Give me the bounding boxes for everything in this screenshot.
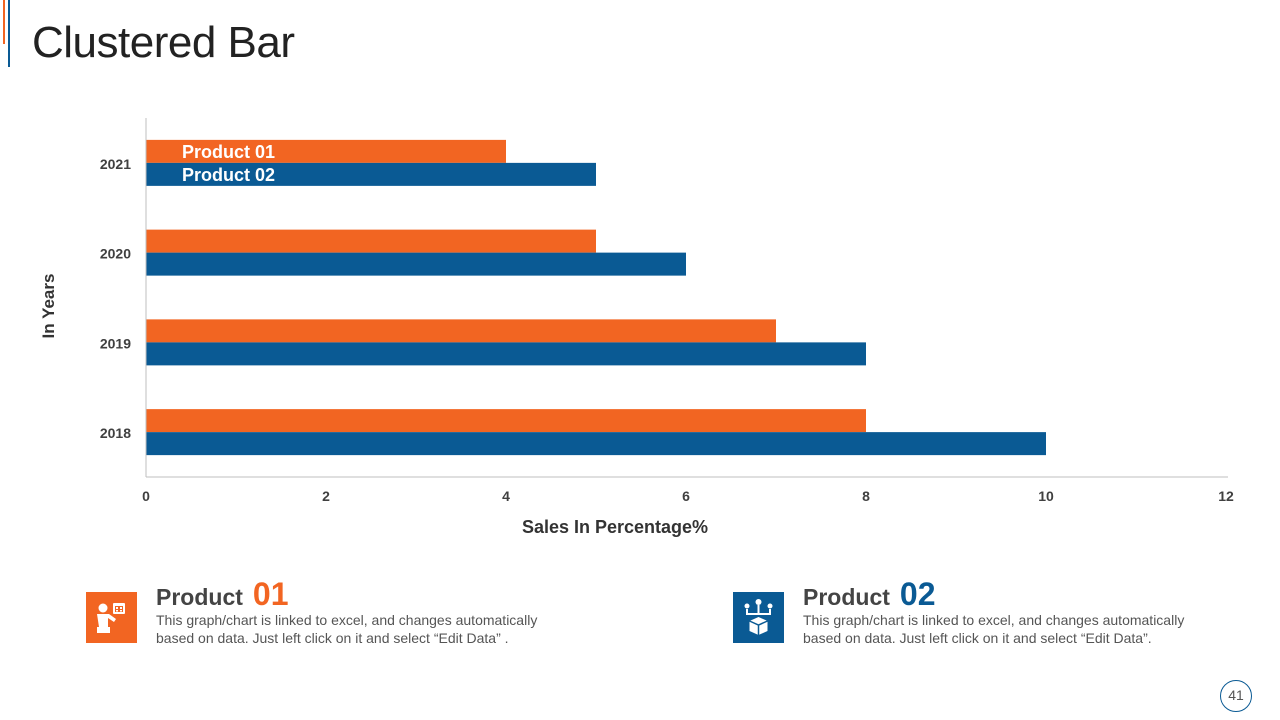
- y-tick-label-2018: 2018: [100, 425, 131, 441]
- bar-2021-series-2[interactable]: [146, 162, 596, 186]
- clustered-bar-chart[interactable]: 2021 2020 2019 2018 0 2 4 6 8 10 12 Product 01 Pro…: [0, 0, 1280, 560]
- y-tick-label-2020: 2020: [100, 246, 131, 262]
- x-axis-label: Sales In Percentage%: [522, 517, 708, 537]
- bar-2019-series-1[interactable]: [146, 319, 776, 343]
- bar-2018-series-1[interactable]: [146, 409, 866, 433]
- product-01-title: Product 01: [156, 576, 288, 613]
- y-tick-label-2021: 2021: [100, 156, 131, 172]
- page-number: 41: [1220, 680, 1252, 712]
- x-tick-label-4: 4: [502, 488, 510, 504]
- product-02-word: Product: [803, 584, 890, 610]
- slide-title: Clustered Bar: [32, 18, 295, 67]
- x-tick-label-12: 12: [1218, 488, 1234, 504]
- network-box-icon: [733, 592, 784, 643]
- bar-2021-series-1[interactable]: [146, 139, 506, 163]
- product-02-description: This graph/chart is linked to excel, and…: [803, 612, 1185, 646]
- product-02-number: 02: [899, 576, 936, 612]
- x-tick-label-8: 8: [862, 488, 870, 504]
- bar-2020-series-2[interactable]: [146, 252, 686, 276]
- product-01-number: 01: [252, 576, 289, 612]
- bar-2018-series-2[interactable]: [146, 432, 1046, 456]
- bar-2019-series-2[interactable]: [146, 342, 866, 366]
- presenter-calendar-icon: [86, 592, 137, 643]
- product-01-word: Product: [156, 584, 243, 610]
- series-label-2: Product 02: [182, 165, 275, 185]
- series-label-1: Product 01: [182, 142, 275, 162]
- x-tick-label-0: 0: [142, 488, 150, 504]
- x-tick-label-10: 10: [1038, 488, 1054, 504]
- x-tick-label-2: 2: [322, 488, 330, 504]
- x-tick-label-6: 6: [682, 488, 690, 504]
- bar-2020-series-1[interactable]: [146, 229, 596, 253]
- title-accent-blue: [8, 0, 10, 67]
- y-tick-label-2019: 2019: [100, 335, 131, 351]
- title-accent-orange: [3, 0, 5, 44]
- y-axis-label: In Years: [39, 274, 58, 339]
- product-01-description: This graph/chart is linked to excel, and…: [156, 612, 538, 646]
- product-02-title: Product 02: [803, 576, 935, 613]
